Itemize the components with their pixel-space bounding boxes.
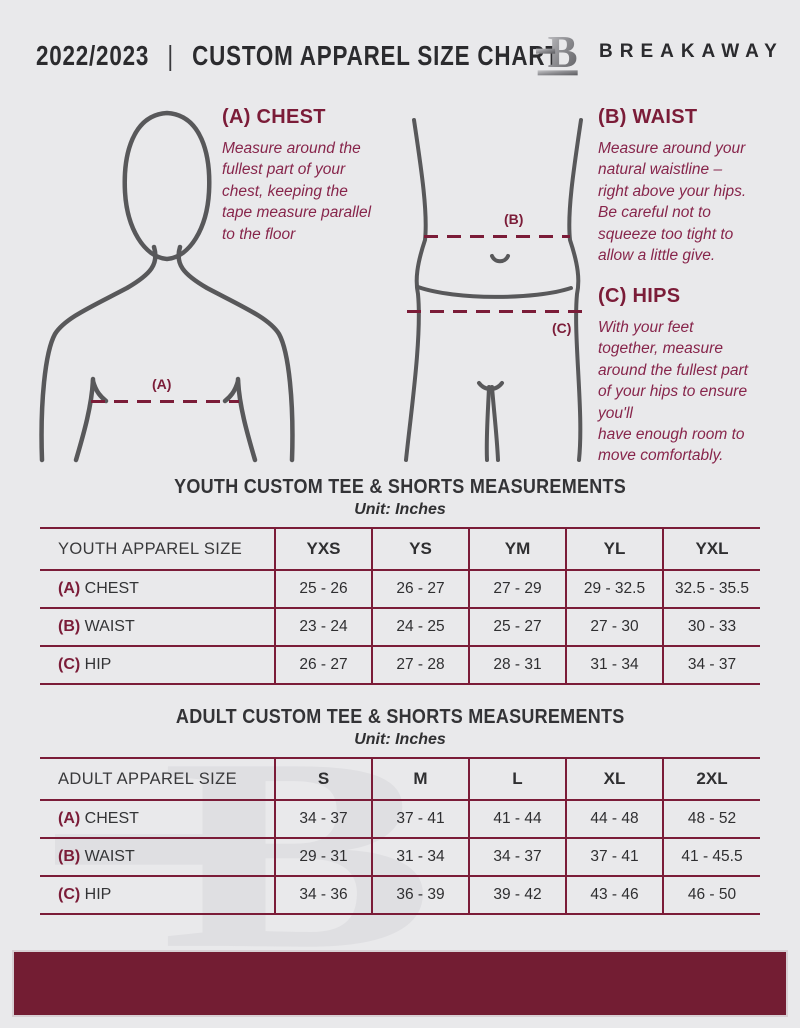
- apparel-size-column-header: ADULT APPAREL SIZE: [40, 757, 275, 800]
- waist-heading: (B) WAIST: [598, 106, 698, 128]
- measure-letter: (C): [58, 656, 81, 673]
- page-title: 2022/2023 | CUSTOM APPAREL SIZE CHART: [36, 40, 691, 72]
- youth-size-table: YOUTH APPAREL SIZE YXS YS YM YL YXL (A) CHEST 2…: [40, 527, 760, 685]
- measurement-range-cell: 29 - 31: [274, 837, 372, 876]
- measure-label-cell: (C) HIP: [40, 645, 275, 685]
- torso-figure: [39, 110, 295, 463]
- size-column-header: YS: [371, 527, 469, 570]
- lower-body-figure: [404, 118, 583, 462]
- measurement-range-cell: 28 - 31: [468, 645, 566, 685]
- title-divider: |: [167, 40, 174, 71]
- waist-instructions: (B) WAIST Measure around your natural wa…: [598, 106, 798, 266]
- waist-body-text: Measure around your natural waistline – …: [598, 140, 747, 264]
- measurement-range-cell: 23 - 24: [274, 607, 372, 646]
- measurement-range-cell: 30 - 33: [662, 607, 760, 646]
- hips-dash-line: [407, 310, 584, 313]
- measurement-range-cell: 48 - 52: [662, 799, 760, 838]
- brand-logo: B BREAKAWAY: [536, 24, 784, 80]
- measure-letter: (C): [58, 886, 81, 903]
- measurement-range-cell: 34 - 37: [662, 645, 760, 685]
- size-column-header: 2XL: [662, 757, 760, 800]
- apparel-size-column-header: YOUTH APPAREL SIZE: [40, 527, 275, 570]
- measurement-range-cell: 34 - 37: [274, 799, 372, 838]
- title-text: CUSTOM APPAREL SIZE CHART: [192, 40, 560, 71]
- youth-table-unit: Unit: Inches: [354, 501, 446, 518]
- measurement-range-cell: 43 - 46: [565, 875, 663, 915]
- table-header-row: ADULT APPAREL SIZE S M L XL 2XL: [40, 757, 760, 800]
- measurement-range-cell: 36 - 39: [371, 875, 469, 915]
- measurement-range-cell: 25 - 27: [468, 607, 566, 646]
- size-column-header: YXL: [662, 527, 760, 570]
- table-row: (A) CHEST 34 - 37 37 - 41 41 - 44 44 - 48 48 …: [40, 799, 760, 838]
- measurement-range-cell: 46 - 50: [662, 875, 760, 915]
- measurement-range-cell: 32.5 - 35.5: [662, 569, 760, 608]
- measurement-range-cell: 26 - 27: [371, 569, 469, 608]
- chest-body-text: Measure around the fullest part of your …: [222, 140, 372, 243]
- size-column-header: YXS: [274, 527, 372, 570]
- measure-letter: (B): [58, 848, 81, 865]
- measurement-range-cell: 27 - 29: [468, 569, 566, 608]
- hips-body-text: With your feet together, measure around …: [598, 319, 748, 465]
- hips-instructions: (C) HIPS With your feet together, measur…: [598, 285, 800, 467]
- measure-letter: (A): [58, 580, 81, 597]
- measurement-range-cell: 44 - 48: [565, 799, 663, 838]
- measurement-range-cell: 37 - 41: [565, 837, 663, 876]
- chest-heading: (A) CHEST: [222, 106, 326, 128]
- measurement-range-cell: 25 - 26: [274, 569, 372, 608]
- size-column-header: YL: [565, 527, 663, 570]
- table-row: (C) HIP 26 - 27 27 - 28 28 - 31 31 - 34 34 - …: [40, 645, 760, 685]
- hips-point-label: (C): [552, 320, 572, 336]
- hips-heading: (C) HIPS: [598, 285, 681, 307]
- table-row: (B) WAIST 29 - 31 31 - 34 34 - 37 37 - 41 41 …: [40, 837, 760, 876]
- measurement-range-cell: 34 - 37: [468, 837, 566, 876]
- breakaway-b-logo-icon: B: [536, 27, 578, 77]
- season-label: 2022/2023: [36, 40, 150, 71]
- waist-point-label: (B): [504, 211, 524, 227]
- measurement-range-cell: 26 - 27: [274, 645, 372, 685]
- chest-point-label: (A): [152, 376, 172, 392]
- size-column-header: XL: [565, 757, 663, 800]
- measurement-range-cell: 37 - 41: [371, 799, 469, 838]
- chest-dash-line: [91, 400, 239, 403]
- measurement-range-cell: 39 - 42: [468, 875, 566, 915]
- measurement-range-cell: 27 - 30: [565, 607, 663, 646]
- measurement-range-cell: 41 - 44: [468, 799, 566, 838]
- size-column-header: M: [371, 757, 469, 800]
- table-header-row: YOUTH APPAREL SIZE YXS YS YM YL YXL: [40, 527, 760, 570]
- adult-table-unit: Unit: Inches: [354, 731, 446, 748]
- brand-name: BREAKAWAY: [599, 41, 784, 62]
- measurement-range-cell: 31 - 34: [565, 645, 663, 685]
- measurement-range-cell: 31 - 34: [371, 837, 469, 876]
- footer-bar: [12, 950, 788, 1017]
- youth-table-title: YOUTH CUSTOM TEE & SHORTS MEASUREMENTS: [174, 476, 626, 498]
- measurement-range-cell: 41 - 45.5: [662, 837, 760, 876]
- measurement-range-cell: 27 - 28: [371, 645, 469, 685]
- size-column-header: S: [274, 757, 372, 800]
- size-column-header: YM: [468, 527, 566, 570]
- table-row: (C) HIP 34 - 36 36 - 39 39 - 42 43 - 46 46 - …: [40, 875, 760, 915]
- chest-instructions: (A) CHEST Measure around the fullest par…: [222, 106, 422, 245]
- measure-letter: (A): [58, 810, 81, 827]
- measure-label-cell: (C) HIP: [40, 875, 275, 915]
- table-row: (A) CHEST 25 - 26 26 - 27 27 - 29 29 - 32.5 3…: [40, 569, 760, 608]
- adult-size-table: ADULT APPAREL SIZE S M L XL 2XL (A) CHEST 34 - …: [40, 757, 760, 915]
- table-row: (B) WAIST 23 - 24 24 - 25 25 - 27 27 - 30 30 …: [40, 607, 760, 646]
- measure-label-cell: (A) CHEST: [40, 569, 275, 608]
- measurement-range-cell: 24 - 25: [371, 607, 469, 646]
- adult-table-title: ADULT CUSTOM TEE & SHORTS MEASUREMENTS: [175, 706, 625, 728]
- waist-dash-line: [424, 235, 570, 238]
- measure-label-cell: (B) WAIST: [40, 607, 275, 646]
- measure-label-cell: (B) WAIST: [40, 837, 275, 876]
- size-column-header: L: [468, 757, 566, 800]
- measurement-range-cell: 34 - 36: [274, 875, 372, 915]
- measure-label-cell: (A) CHEST: [40, 799, 275, 838]
- measure-letter: (B): [58, 618, 81, 635]
- measurement-range-cell: 29 - 32.5: [565, 569, 663, 608]
